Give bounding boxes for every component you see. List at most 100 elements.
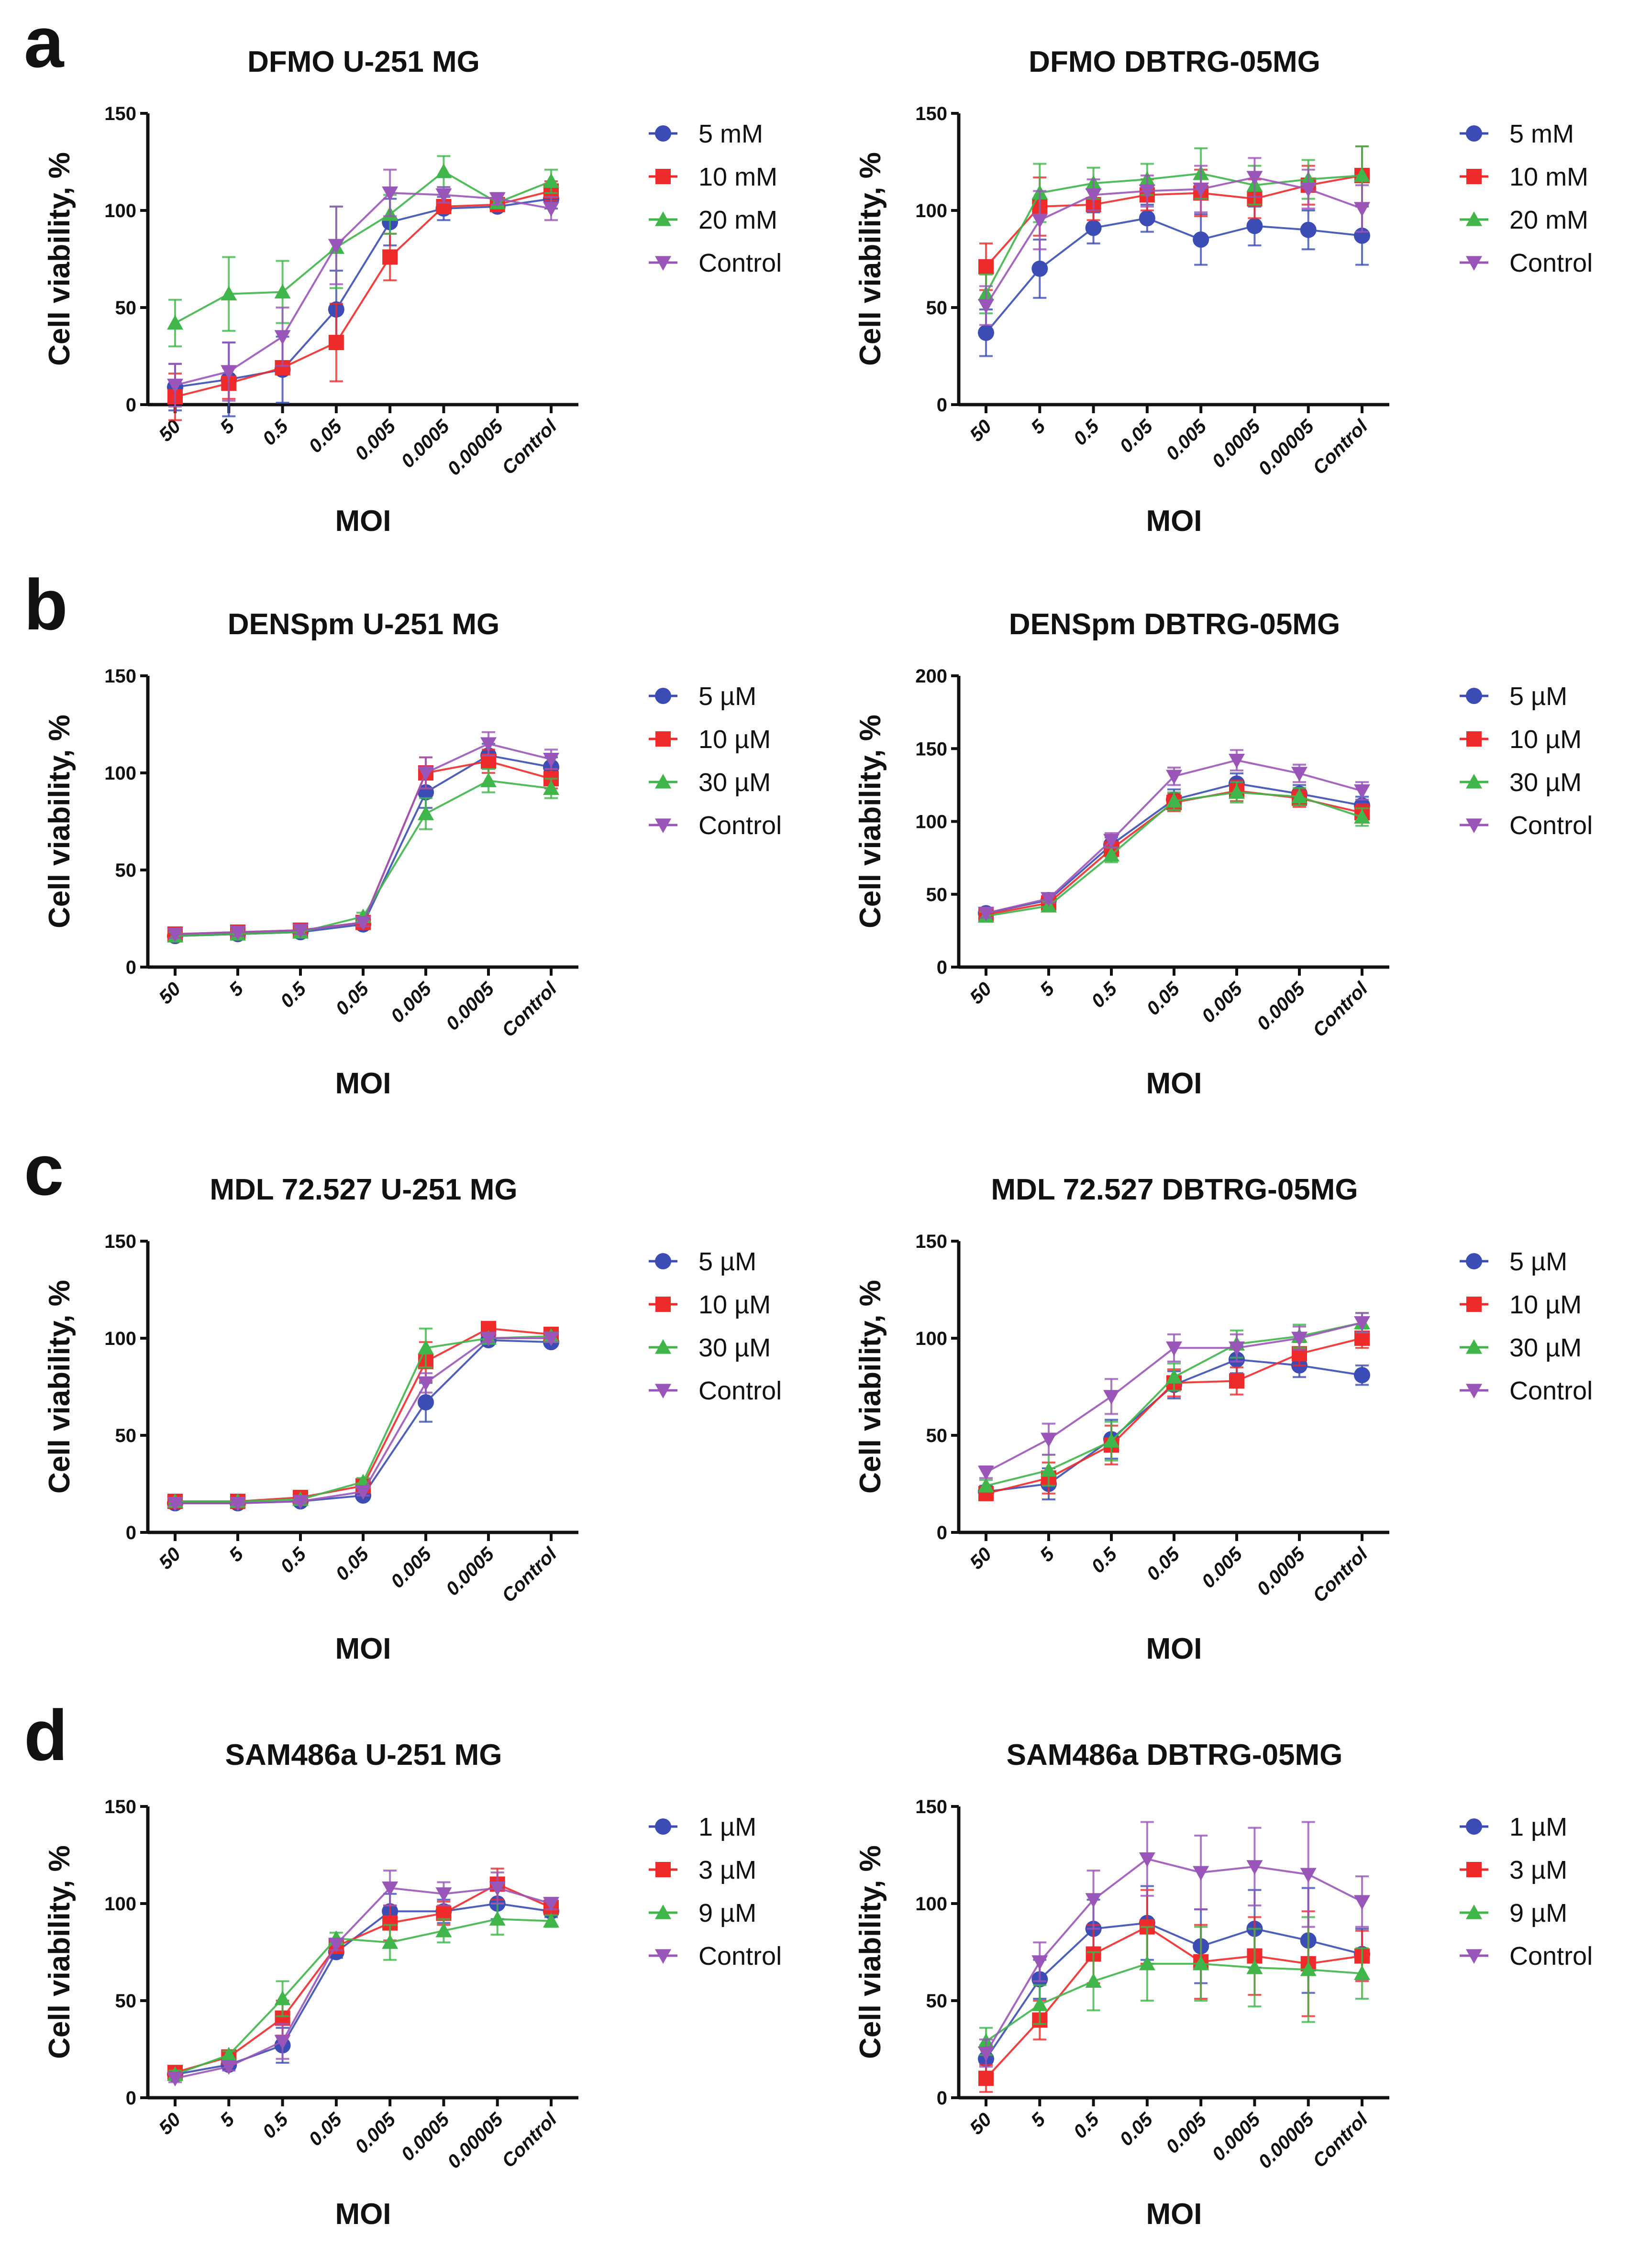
data-point [543, 780, 559, 795]
legend-label: 5 µM [698, 1247, 756, 1276]
x-tick-label: 0.0005 [1253, 978, 1309, 1035]
data-point [435, 188, 452, 203]
data-point [1103, 1433, 1119, 1448]
legend-label: Control [698, 1942, 782, 1971]
legend-marker [655, 169, 671, 184]
data-point [418, 1376, 434, 1391]
data-point [1229, 1341, 1245, 1356]
x-tick-label: 0.5 [259, 416, 293, 450]
series [978, 157, 1370, 326]
series [167, 1867, 559, 2081]
legend-marker [1466, 211, 1482, 226]
legend-marker [1466, 688, 1482, 704]
y-tick-label: 100 [104, 200, 136, 221]
data-point [480, 737, 497, 752]
x-tick-label: Control [1309, 2109, 1372, 2172]
series-line [985, 1962, 1363, 2042]
data-point [1246, 1959, 1263, 1974]
legend-label: Control [698, 811, 782, 840]
series [978, 1916, 1370, 2056]
y-tick-label: 100 [915, 1328, 947, 1349]
data-point [1354, 202, 1370, 217]
data-point [1291, 767, 1308, 782]
data-point [1354, 1895, 1370, 1910]
legend-label: 10 µM [698, 725, 771, 754]
data-point [1085, 220, 1102, 236]
y-axis-label: Cell viability, % [43, 1280, 76, 1494]
data-point [355, 1485, 371, 1500]
legend-label: 30 µM [698, 1333, 771, 1362]
data-point [230, 1497, 246, 1512]
x-tick-label: Control [498, 1543, 561, 1607]
data-point [167, 378, 183, 394]
series-line [175, 192, 552, 386]
data-point [1103, 834, 1119, 849]
chart-title: MDL 72.527 U-251 MG [210, 1173, 517, 1206]
series-line [175, 760, 552, 935]
panel-letter: c [24, 1130, 64, 1210]
data-point [1354, 1965, 1370, 1980]
legend-marker [655, 818, 671, 833]
x-axis-label: MOI [335, 2198, 391, 2231]
x-tick-label: 50 [966, 1543, 996, 1574]
y-tick-label: 100 [915, 1894, 947, 1915]
legend-marker [655, 125, 671, 142]
y-tick-label: 0 [126, 395, 136, 416]
y-tick-label: 0 [937, 395, 947, 416]
data-point [978, 906, 994, 922]
y-tick-label: 150 [915, 738, 947, 760]
data-point [418, 766, 434, 781]
legend-marker [1466, 1818, 1482, 1835]
series [978, 1885, 1370, 2074]
legend-marker [1466, 125, 1482, 142]
y-axis-label: Cell viability, % [43, 152, 76, 366]
data-point [978, 2070, 994, 2086]
data-point [274, 1990, 291, 2005]
data-point [435, 163, 452, 178]
x-tick-label: 50 [155, 2109, 185, 2139]
data-point [167, 1497, 183, 1512]
series-line [175, 1887, 552, 2080]
x-tick-label: 50 [966, 2109, 996, 2139]
x-tick-label: 0.005 [1197, 978, 1246, 1027]
data-point [1103, 847, 1119, 862]
y-axis-label: Cell viability, % [43, 1845, 76, 2059]
series [978, 749, 1370, 922]
y-tick-label: 150 [915, 1796, 947, 1817]
data-point [1354, 809, 1370, 824]
data-point [543, 752, 559, 768]
data-point [274, 330, 291, 345]
data-point [480, 1332, 497, 1346]
legend-label: Control [698, 1376, 782, 1405]
x-tick-label: 50 [155, 978, 185, 1008]
y-tick-label: 50 [115, 297, 137, 319]
data-point [292, 1495, 309, 1510]
x-tick-label: 0.05 [305, 2109, 346, 2150]
data-point [274, 284, 291, 299]
data-point [543, 173, 559, 188]
x-tick-label: 50 [155, 1543, 185, 1574]
legend-label: 1 µM [1509, 1813, 1567, 1841]
data-point [1246, 1860, 1263, 1875]
y-tick-label: 50 [115, 860, 137, 881]
series [978, 1312, 1370, 1481]
legend-label: 10 µM [698, 1290, 771, 1319]
x-axis-label: MOI [335, 1632, 391, 1665]
legend-label: 30 µM [1509, 1333, 1582, 1362]
x-tick-label: 0.00005 [1254, 416, 1319, 480]
legend-label: 5 mM [698, 120, 763, 148]
chart-title: DFMO U-251 MG [247, 45, 480, 78]
data-point [978, 2047, 994, 2061]
data-point [1229, 1373, 1244, 1389]
data-point [978, 259, 994, 275]
data-point [1041, 1432, 1057, 1448]
data-point [221, 286, 237, 301]
legend-marker [1466, 169, 1482, 184]
y-tick-label: 50 [115, 1425, 137, 1446]
data-point [418, 1340, 434, 1354]
series-line [985, 1926, 1363, 2079]
x-axis-label: MOI [1146, 505, 1202, 538]
series [167, 1332, 559, 1512]
data-point [1139, 184, 1155, 199]
